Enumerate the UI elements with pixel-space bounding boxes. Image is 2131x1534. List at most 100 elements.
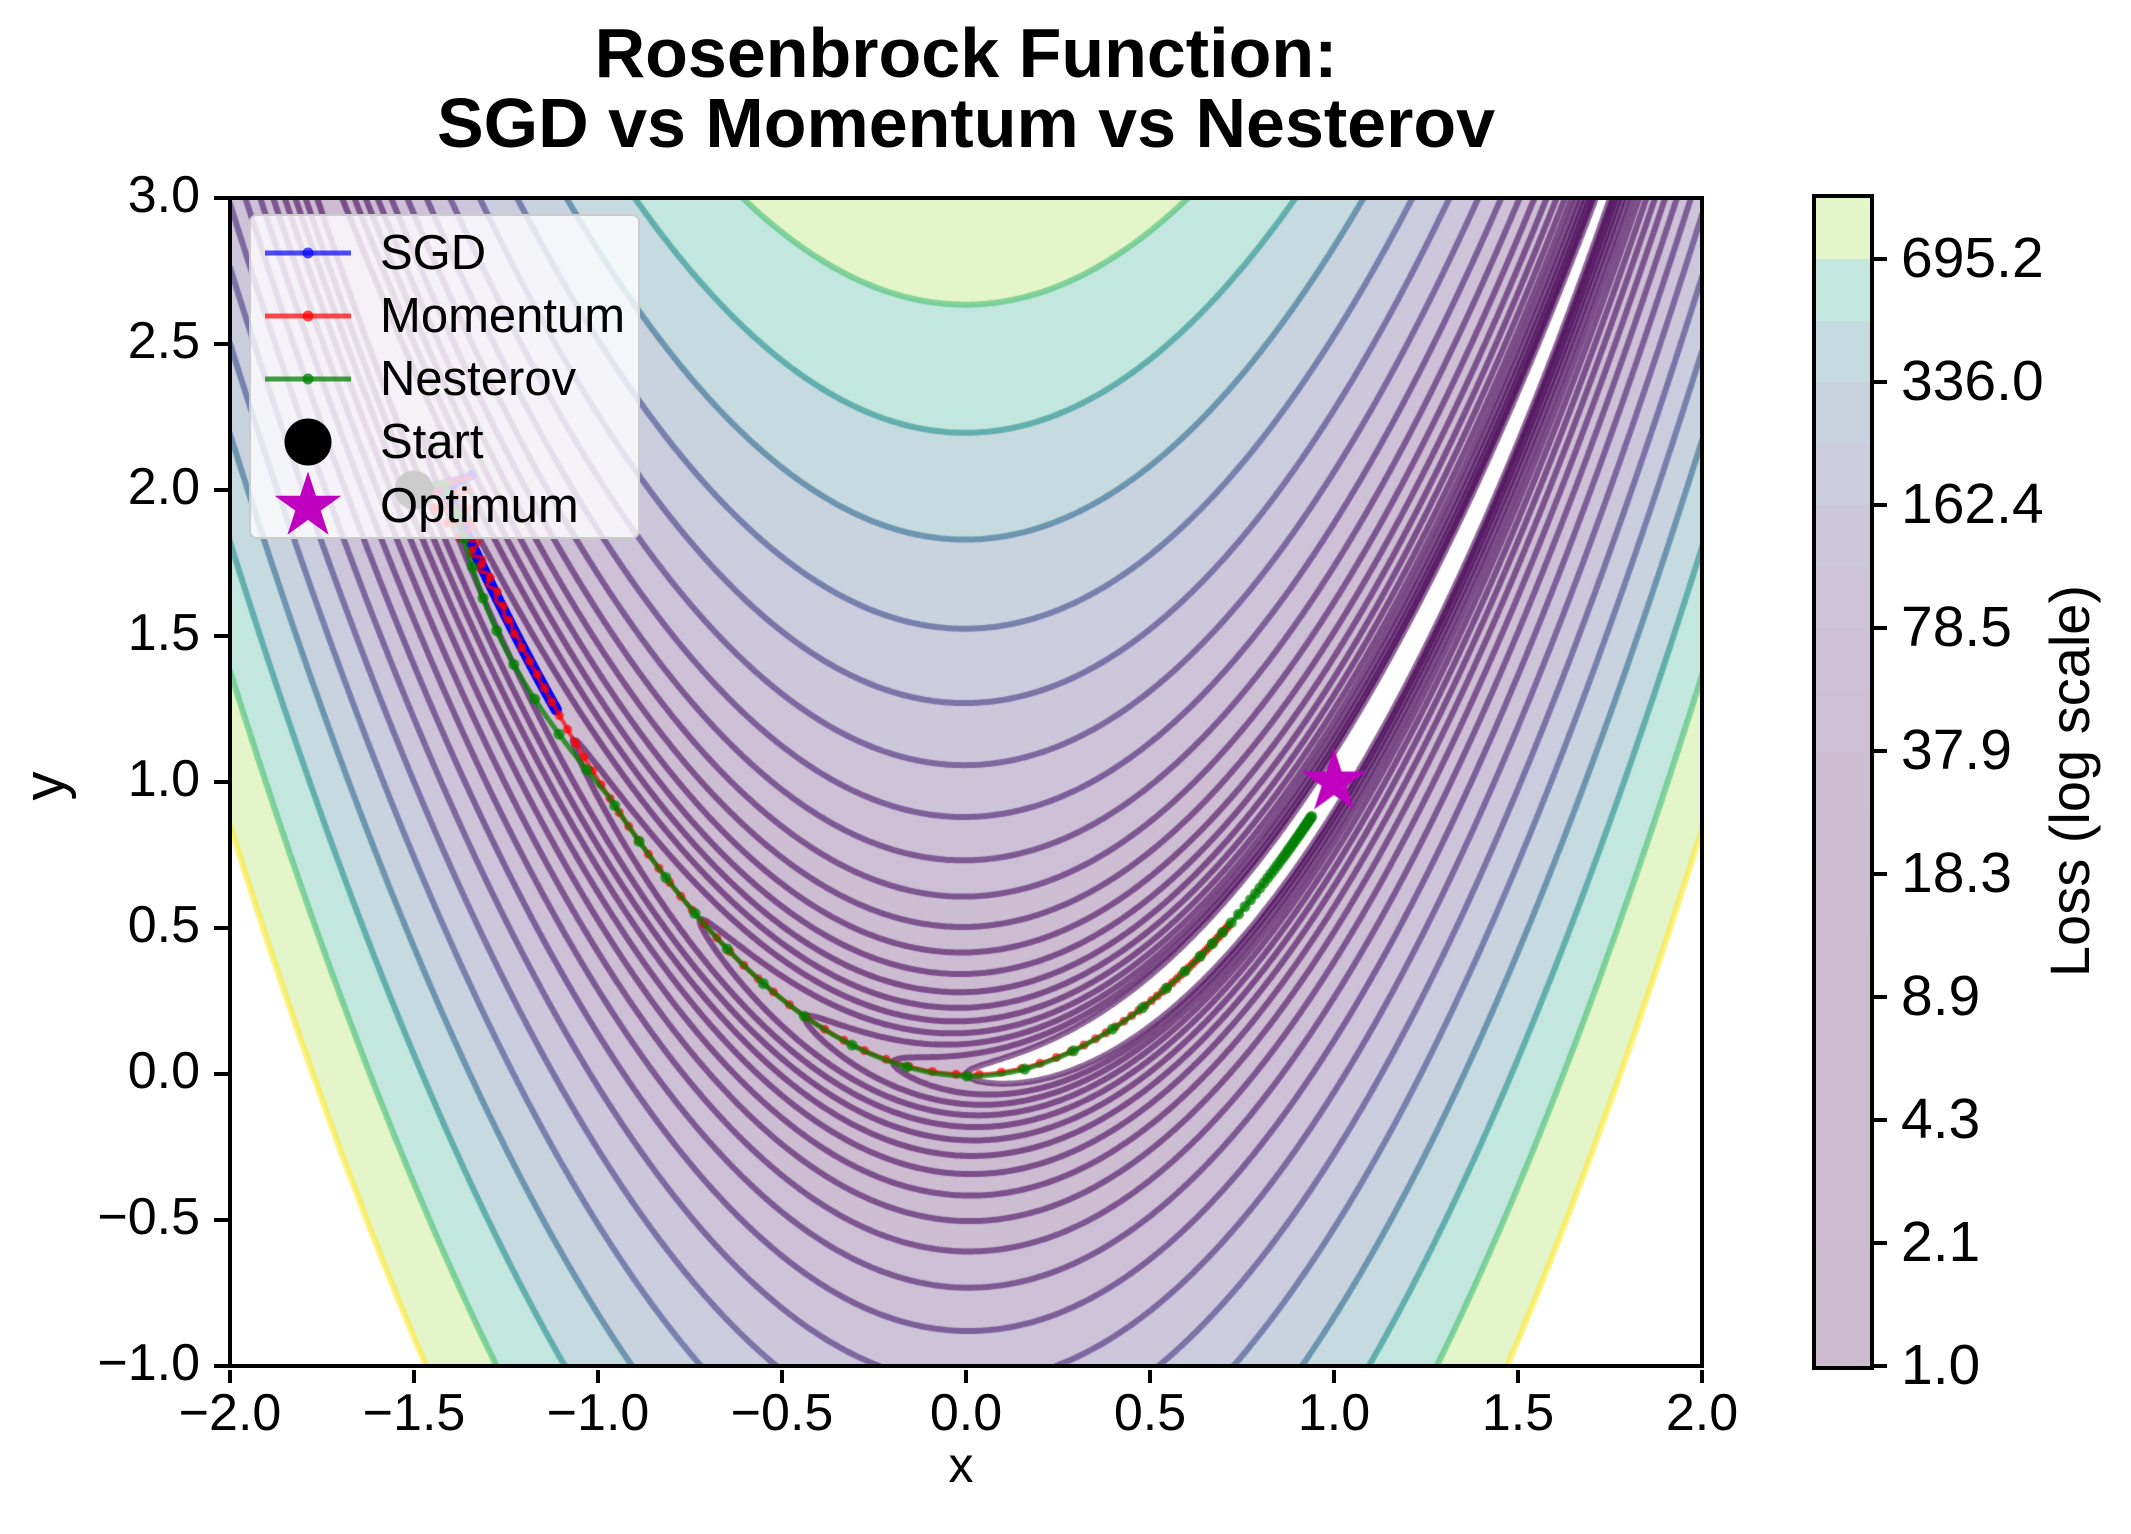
colorbar-tick-mark xyxy=(1874,1363,1887,1368)
colorbar-band xyxy=(1816,1242,1870,1305)
y-tick-label: 3.0 xyxy=(127,165,200,224)
colorbar-tick-mark xyxy=(1874,1240,1887,1245)
chart-title-line2: SGD vs Momentum vs Nesterov xyxy=(436,84,1496,162)
y-tick-label: 2.5 xyxy=(127,311,200,370)
colorbar-tick-mark xyxy=(1874,625,1887,630)
colorbar-tick-mark xyxy=(1874,871,1887,876)
x-tick-label: 0.0 xyxy=(929,1384,1003,1442)
colorbar-band xyxy=(1816,504,1870,567)
y-tick-label: −0.5 xyxy=(97,1187,200,1246)
colorbar-band xyxy=(1816,443,1870,506)
colorbar-band xyxy=(1816,627,1870,690)
y-tick-label: 2.0 xyxy=(127,457,200,516)
x-tick-label: 1.0 xyxy=(1297,1384,1371,1442)
colorbar-tick-label: 1.0 xyxy=(1901,1333,1981,1397)
x-tick-mark xyxy=(1516,1369,1520,1383)
colorbar-axis-label: Loss (log scale) xyxy=(2038,584,2101,978)
colorbar-band xyxy=(1816,197,1870,260)
colorbar-tick-mark xyxy=(1874,256,1887,261)
x-tick-label: 2.0 xyxy=(1665,1384,1739,1442)
colorbar-tick-label: 162.4 xyxy=(1901,472,2044,537)
chart-title: Rosenbrock Function: SGD vs Momentum vs N… xyxy=(437,18,1495,158)
colorbar-tick-label: 18.3 xyxy=(1901,841,2012,906)
x-tick-label: 1.5 xyxy=(1481,1384,1555,1442)
legend: SGD Momentum Nesterov Start Optimum xyxy=(249,214,640,539)
colorbar-tick-label: 4.3 xyxy=(1901,1087,1981,1152)
legend-label: Momentum xyxy=(380,288,626,343)
colorbar-band xyxy=(1816,381,1870,444)
colorbar-tick-label: 695.2 xyxy=(1901,226,2044,291)
colorbar-tick-label: 8.9 xyxy=(1901,964,1981,1029)
y-tick-mark xyxy=(214,633,228,638)
legend-label: Optimum xyxy=(380,479,579,533)
colorbar-tick-mark xyxy=(1874,379,1887,384)
colorbar-band xyxy=(1816,320,1870,383)
colorbar xyxy=(1816,197,1870,1366)
colorbar-tick-label: 37.9 xyxy=(1901,718,2012,783)
legend-handle-star-icon xyxy=(263,471,353,538)
x-tick-mark xyxy=(412,1369,416,1383)
y-tick-mark xyxy=(214,1363,228,1368)
legend-row-nesterov: Nesterov xyxy=(251,347,638,410)
y-tick-label: −1.0 xyxy=(97,1333,200,1392)
x-axis-label: x xyxy=(948,1437,974,1493)
colorbar-band xyxy=(1816,812,1870,875)
colorbar-band xyxy=(1816,566,1870,629)
colorbar-tick-mark xyxy=(1874,994,1887,999)
x-tick-mark xyxy=(1148,1369,1152,1383)
legend-label: SGD xyxy=(380,225,487,280)
y-tick-mark xyxy=(214,925,228,930)
y-tick-mark xyxy=(214,1071,228,1076)
colorbar-tick-label: 2.1 xyxy=(1901,1210,1981,1275)
colorbar-tick-label: 78.5 xyxy=(1901,595,2012,660)
x-tick-mark xyxy=(780,1369,784,1383)
y-tick-label: 0.5 xyxy=(127,895,200,954)
legend-handle-line-icon xyxy=(263,347,353,410)
legend-row-momentum: Momentum xyxy=(251,284,638,347)
colorbar-frame xyxy=(1812,193,1874,1370)
legend-label: Start xyxy=(380,414,484,469)
y-tick-label: 0.0 xyxy=(127,1041,200,1100)
colorbar-band xyxy=(1816,1119,1870,1182)
x-tick-mark xyxy=(228,1369,232,1383)
x-tick-mark xyxy=(1332,1369,1336,1383)
x-tick-mark xyxy=(596,1369,600,1383)
y-tick-mark xyxy=(214,779,228,784)
x-tick-label: −1.0 xyxy=(546,1384,650,1442)
legend-handle-circle-icon xyxy=(263,410,353,473)
chart-title-line1: Rosenbrock Function: xyxy=(594,14,1338,92)
y-axis-label: y xyxy=(12,771,77,801)
colorbar-tick-mark xyxy=(1874,1117,1887,1122)
y-tick-mark xyxy=(214,195,228,200)
legend-row-optimum: Optimum xyxy=(251,471,638,538)
colorbar-band xyxy=(1816,996,1870,1059)
colorbar-band xyxy=(1816,1058,1870,1121)
legend-label: Nesterov xyxy=(380,351,577,406)
y-tick-label: 1.5 xyxy=(127,603,200,662)
colorbar-tick-mark xyxy=(1874,748,1887,753)
x-tick-label: −1.5 xyxy=(362,1384,466,1442)
colorbar-band xyxy=(1816,935,1870,998)
x-tick-label: −2.0 xyxy=(178,1384,282,1442)
colorbar-band xyxy=(1816,258,1870,321)
y-tick-label: 1.0 xyxy=(127,749,200,808)
y-tick-mark xyxy=(214,487,228,492)
legend-handle-line-icon xyxy=(263,221,353,284)
colorbar-tick-mark xyxy=(1874,502,1887,507)
x-tick-mark xyxy=(964,1369,968,1383)
x-tick-mark xyxy=(1700,1369,1704,1383)
colorbar-band xyxy=(1816,750,1870,813)
y-tick-mark xyxy=(214,1217,228,1222)
colorbar-band xyxy=(1816,689,1870,752)
colorbar-band xyxy=(1816,1304,1870,1366)
colorbar-band xyxy=(1816,1181,1870,1244)
colorbar-band xyxy=(1816,873,1870,936)
y-tick-mark xyxy=(214,341,228,346)
legend-handle-line-icon xyxy=(263,284,353,347)
colorbar-tick-label: 336.0 xyxy=(1901,349,2044,414)
legend-row-sgd: SGD xyxy=(251,221,638,284)
legend-row-start: Start xyxy=(251,410,638,473)
x-tick-label: −0.5 xyxy=(730,1384,834,1442)
x-tick-label: 0.5 xyxy=(1113,1384,1187,1442)
